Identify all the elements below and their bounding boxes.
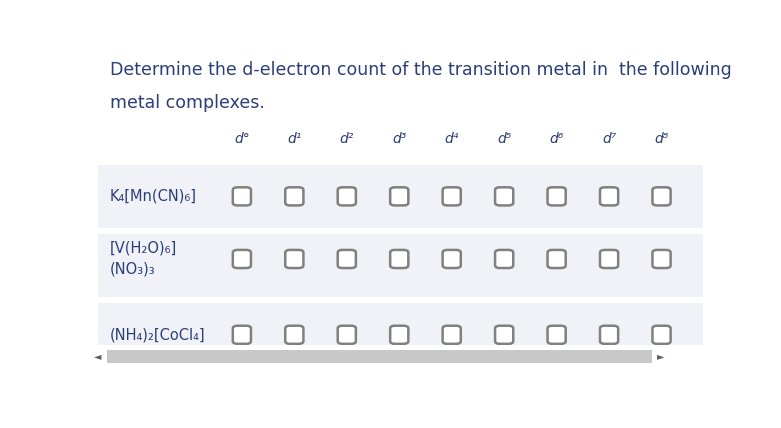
Text: [V(H₂O)₆]
(NO₃)₃: [V(H₂O)₆] (NO₃)₃	[109, 241, 177, 277]
Text: metal complexes.: metal complexes.	[109, 94, 265, 112]
FancyBboxPatch shape	[337, 326, 356, 344]
FancyBboxPatch shape	[443, 187, 461, 205]
FancyBboxPatch shape	[390, 326, 408, 344]
FancyBboxPatch shape	[443, 326, 461, 344]
Text: d¹: d¹	[287, 132, 301, 146]
Text: ►: ►	[657, 351, 665, 362]
FancyBboxPatch shape	[495, 187, 513, 205]
FancyBboxPatch shape	[600, 326, 618, 344]
FancyBboxPatch shape	[233, 326, 251, 344]
FancyBboxPatch shape	[495, 250, 513, 268]
Text: d³: d³	[392, 132, 406, 146]
FancyBboxPatch shape	[337, 250, 356, 268]
FancyBboxPatch shape	[390, 250, 408, 268]
Text: ◄: ◄	[95, 351, 102, 362]
Text: d⁷: d⁷	[602, 132, 616, 146]
FancyBboxPatch shape	[443, 250, 461, 268]
FancyBboxPatch shape	[233, 187, 251, 205]
FancyBboxPatch shape	[107, 350, 652, 363]
FancyBboxPatch shape	[652, 187, 671, 205]
Text: d²: d²	[340, 132, 354, 146]
FancyBboxPatch shape	[495, 326, 513, 344]
FancyBboxPatch shape	[652, 326, 671, 344]
Text: K₄[Mn(CN)₆]: K₄[Mn(CN)₆]	[109, 189, 197, 204]
FancyBboxPatch shape	[233, 250, 251, 268]
Text: d⁸: d⁸	[654, 132, 669, 146]
FancyBboxPatch shape	[547, 250, 565, 268]
FancyBboxPatch shape	[600, 187, 618, 205]
FancyBboxPatch shape	[285, 250, 303, 268]
Text: d⁴: d⁴	[444, 132, 459, 146]
FancyBboxPatch shape	[547, 187, 565, 205]
FancyBboxPatch shape	[390, 187, 408, 205]
FancyBboxPatch shape	[337, 187, 356, 205]
FancyBboxPatch shape	[98, 165, 703, 228]
Text: d°: d°	[234, 132, 250, 146]
FancyBboxPatch shape	[98, 303, 703, 366]
FancyBboxPatch shape	[98, 345, 703, 366]
FancyBboxPatch shape	[285, 187, 303, 205]
FancyBboxPatch shape	[285, 326, 303, 344]
FancyBboxPatch shape	[547, 326, 565, 344]
FancyBboxPatch shape	[600, 250, 618, 268]
Text: d⁵: d⁵	[497, 132, 512, 146]
Text: (NH₄)₂[CoCl₄]: (NH₄)₂[CoCl₄]	[109, 327, 205, 342]
Text: d⁶: d⁶	[550, 132, 564, 146]
FancyBboxPatch shape	[98, 234, 703, 297]
FancyBboxPatch shape	[652, 250, 671, 268]
Text: Determine the d-electron count of the transition metal in  the following: Determine the d-electron count of the tr…	[109, 61, 732, 79]
